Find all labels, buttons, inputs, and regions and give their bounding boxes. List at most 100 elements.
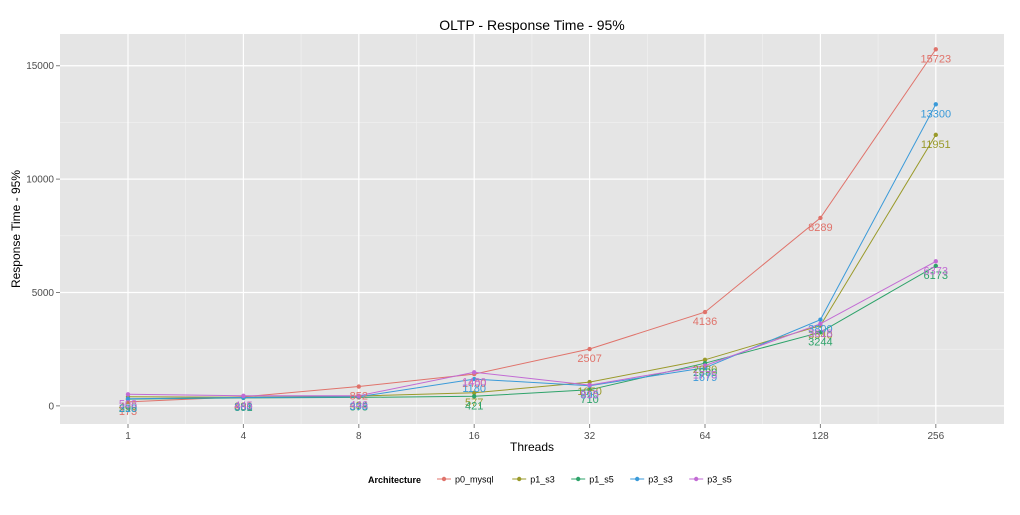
- series-line: [127, 49, 937, 403]
- x-tick-label: 4: [241, 431, 247, 442]
- data-point: [587, 346, 592, 352]
- data-label: 6173: [924, 270, 948, 282]
- data-label: 8289: [808, 222, 832, 234]
- data-point: [587, 382, 592, 388]
- data-label: 310: [119, 403, 137, 415]
- data-label: 890: [580, 390, 598, 402]
- data-point: [818, 330, 823, 335]
- data-label: 298: [119, 403, 137, 415]
- x-axis-title: Threads: [510, 440, 554, 454]
- legend-key-point: [635, 476, 640, 482]
- x-tick-label: 256: [927, 431, 944, 442]
- data-label: 381: [234, 401, 252, 413]
- legend-key-point: [576, 476, 581, 482]
- data-label: 1775: [693, 370, 717, 382]
- data-label: 434: [350, 400, 368, 412]
- data-label: 4136: [693, 316, 717, 328]
- data-label: 421: [465, 400, 483, 412]
- data-label: 11951: [921, 139, 951, 151]
- legend-title: Architecture: [368, 475, 421, 485]
- data-label: 400: [234, 401, 252, 413]
- data-point: [702, 309, 708, 315]
- data-label: 2030: [693, 364, 717, 376]
- data-point: [818, 317, 823, 322]
- data-point: [472, 394, 477, 399]
- data-label: 3244: [808, 336, 832, 348]
- y-axis: 0 5000 10000 15000: [26, 61, 60, 412]
- y-tick-label: 10000: [26, 175, 54, 186]
- y-axis-title: Response Time - 95%: [9, 170, 23, 288]
- data-label: 3800: [808, 324, 832, 336]
- x-tick-label: 64: [699, 431, 711, 442]
- chart-title: OLTP - Response Time - 95%: [439, 17, 624, 33]
- data-point: [125, 392, 131, 397]
- data-point: [933, 259, 938, 264]
- x-tick-label: 1: [125, 431, 131, 442]
- x-tick-label: 16: [469, 431, 481, 442]
- data-label: 445: [234, 400, 252, 412]
- x-axis: 1 4 8 16 32 64 128 256: [125, 424, 945, 442]
- data-label: 173: [119, 406, 137, 418]
- x-tick-label: 8: [356, 431, 362, 442]
- data-point: [702, 363, 708, 368]
- data-label: 446: [350, 400, 368, 412]
- data-point: [702, 357, 708, 363]
- legend-key-point: [441, 476, 447, 482]
- data-point: [356, 393, 361, 398]
- data-label: 915: [580, 389, 598, 401]
- data-point: [587, 387, 592, 392]
- data-label: 1480: [462, 376, 486, 388]
- legend-label: p1_s5: [589, 475, 614, 485]
- data-label: 6373: [924, 265, 948, 277]
- data-point: [933, 132, 938, 138]
- data-point: [125, 396, 131, 402]
- data-point: [241, 393, 246, 398]
- y-tick-label: 0: [48, 401, 54, 412]
- y-tick-label: 15000: [26, 61, 54, 72]
- data-label: 577: [465, 397, 483, 409]
- legend-label: p3_s3: [648, 475, 673, 485]
- data-label: 1050: [577, 386, 601, 398]
- data-label: 710: [580, 394, 598, 406]
- data-label: 368: [234, 402, 252, 414]
- data-label: 373: [350, 401, 368, 413]
- legend-label: p1_s3: [530, 475, 555, 485]
- data-point: [933, 102, 938, 107]
- data-label: 852: [350, 391, 368, 403]
- data-label: 15723: [921, 53, 952, 65]
- data-label: 1679: [693, 372, 717, 384]
- x-tick-label: 32: [584, 431, 596, 442]
- data-point: [933, 263, 938, 269]
- legend-key-point: [517, 476, 522, 482]
- data-point: [933, 47, 938, 52]
- data-label: 1880: [693, 367, 717, 379]
- data-label: 3540: [808, 330, 832, 342]
- data-point: [472, 370, 477, 375]
- data-label: 3618: [808, 328, 832, 340]
- data-label: 398: [350, 401, 368, 413]
- data-point: [818, 215, 823, 221]
- data-point: [472, 390, 477, 395]
- x-tick-label: 128: [812, 431, 829, 442]
- legend-key-point: [694, 476, 699, 482]
- data-point: [472, 376, 477, 382]
- y-tick-label: 5000: [32, 288, 55, 299]
- data-label: 508: [119, 398, 137, 410]
- data-point: [356, 384, 361, 389]
- data-label: 2507: [577, 353, 601, 365]
- data-label: 400: [119, 401, 137, 413]
- data-label: 351: [234, 402, 252, 414]
- series-line: [127, 104, 937, 400]
- data-point: [587, 379, 592, 385]
- data-label: 13300: [921, 108, 952, 120]
- minor-gridlines: [60, 34, 1004, 424]
- data-point: [818, 321, 823, 327]
- legend-label: p0_mysql: [455, 475, 494, 485]
- data-label: 1180: [462, 383, 486, 395]
- series-line: [127, 260, 937, 397]
- legend: Architecture p0_mysql p1_s3 p1_s5 p3_s3 p3_s…: [368, 475, 732, 486]
- series-layer: [125, 47, 938, 405]
